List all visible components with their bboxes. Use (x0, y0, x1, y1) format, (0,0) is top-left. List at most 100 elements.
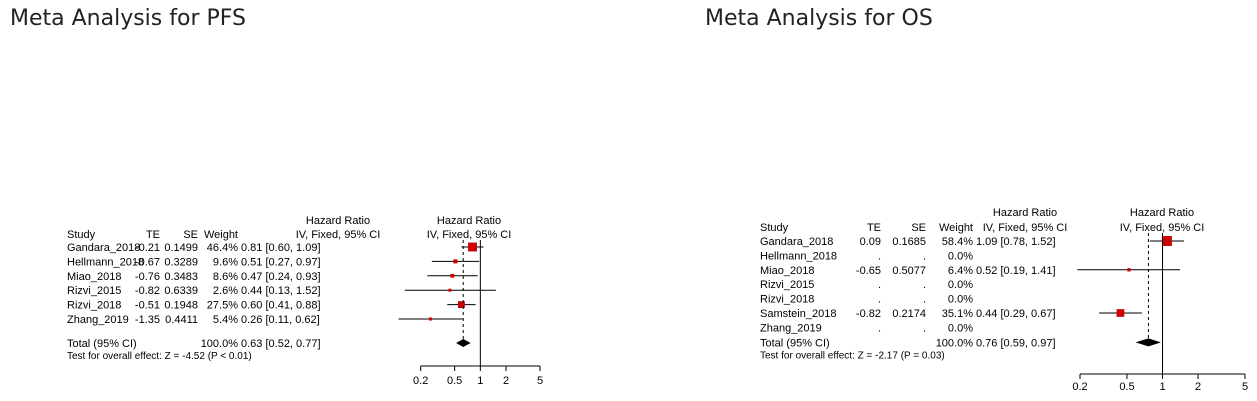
study-te: . (878, 294, 881, 306)
study-weight: 0.0% (948, 250, 973, 262)
study-se: . (923, 250, 926, 262)
overall-effect-test: Test for overall effect: Z = -2.17 (P = … (760, 350, 945, 361)
study-se: . (923, 322, 926, 334)
study-ci: 0.51 [0.27, 0.97] (241, 256, 321, 268)
study-ci: 0.26 [0.11, 0.62] (241, 314, 320, 326)
total-weight: 100.0% (936, 337, 974, 349)
study-name: Hellmann_2018 (67, 256, 144, 268)
ci-header-line2: IV, Fixed, 95% CI (296, 229, 381, 241)
se-header: SE (911, 222, 926, 234)
study-weight: 27.5% (207, 300, 238, 312)
total-ci: 0.63 [0.52, 0.77] (241, 338, 321, 350)
ci-header-line1: Hazard Ratio (306, 215, 370, 227)
weight-box (453, 259, 458, 264)
study-te: -0.21 (135, 242, 160, 254)
study-ci: 0.47 [0.24, 0.93] (241, 271, 321, 283)
weight-box (1116, 309, 1125, 317)
study-weight: 0.0% (948, 279, 973, 291)
study-ci: 0.81 [0.60, 1.09] (241, 242, 321, 254)
pfs-title: Meta Analysis for PFS (10, 6, 246, 31)
x-tick-label: 1 (1159, 381, 1165, 393)
study-name: Rizvi_2018 (67, 300, 121, 312)
overall-effect-test: Test for overall effect: Z = -4.52 (P < … (67, 351, 252, 362)
study-name: Zhang_2019 (67, 314, 129, 326)
x-tick-label: 5 (1242, 381, 1248, 393)
study-ci: 0.44 [0.29, 0.67] (976, 308, 1056, 320)
study-se: 0.1948 (164, 300, 198, 312)
study-name: Gandara_2018 (760, 236, 833, 248)
weight-header: Weight (939, 222, 973, 234)
x-tick-label: 5 (537, 375, 543, 387)
study-name: Samstein_2018 (760, 308, 836, 320)
total-label: Total (95% CI) (760, 337, 830, 349)
study-te: 0.09 (860, 236, 881, 248)
plot-header-line1: Hazard Ratio (437, 215, 501, 227)
os-forest-plot: Hazard Ratio Hazard Ratio Study TE SE Weight I… (760, 207, 1248, 393)
study-weight: 2.6% (213, 285, 238, 297)
study-name: Miao_2018 (760, 265, 814, 277)
weight-box (1161, 236, 1172, 246)
weight-box (450, 273, 455, 278)
study-name: Gandara_2018 (67, 242, 140, 254)
study-se: 0.6339 (164, 285, 198, 297)
study-se: 0.2174 (892, 308, 926, 320)
total-weight: 100.0% (201, 338, 239, 350)
study-header: Study (760, 222, 789, 234)
x-tick-label: 0.2 (413, 375, 428, 387)
study-name: Zhang_2019 (760, 322, 822, 334)
study-weight: 6.4% (948, 265, 973, 277)
study-ci: 0.44 [0.13, 1.52] (241, 285, 321, 297)
x-tick-label: 1 (477, 375, 483, 387)
study-weight: 0.0% (948, 294, 973, 306)
study-se: 0.4411 (165, 314, 198, 326)
study-weight: 35.1% (942, 308, 973, 320)
study-te: -0.82 (856, 308, 881, 320)
study-name: Miao_2018 (67, 271, 121, 283)
study-se: . (923, 279, 926, 291)
study-te: -0.67 (135, 256, 160, 268)
weight-box (458, 301, 465, 309)
study-weight: 8.6% (213, 271, 238, 283)
study-se: . (923, 294, 926, 306)
study-name: Rizvi_2015 (760, 279, 814, 291)
ci-header-line1: Hazard Ratio (993, 207, 1057, 219)
study-te: . (878, 250, 881, 262)
study-te: . (878, 322, 881, 334)
weight-box (428, 317, 432, 321)
os-title: Meta Analysis for OS (705, 6, 933, 31)
te-header: TE (867, 222, 881, 234)
study-weight: 58.4% (942, 236, 973, 248)
plot-header-line2: IV, Fixed, 95% CI (427, 229, 512, 241)
summary-diamond (1135, 338, 1161, 347)
study-name: Rizvi_2018 (760, 294, 814, 306)
ci-header-line2: IV, Fixed, 95% CI (983, 222, 1068, 234)
plot-header-line2: IV, Fixed, 95% CI (1120, 222, 1205, 234)
plot-header-line1: Hazard Ratio (1130, 207, 1194, 219)
weight-box (1127, 268, 1131, 272)
x-tick-label: 2 (1195, 381, 1201, 393)
total-ci: 0.76 [0.59, 0.97] (976, 337, 1056, 349)
weight-box (448, 288, 452, 292)
weight-box (468, 242, 477, 252)
study-se: 0.1499 (164, 242, 198, 254)
study-te: -0.65 (856, 265, 881, 277)
pfs-panel: Meta Analysis for PFS Hazard Ratio Hazard… (10, 0, 630, 401)
se-header: SE (183, 229, 198, 241)
x-tick-label: 0.2 (1072, 381, 1087, 393)
total-label: Total (95% CI) (67, 338, 137, 350)
study-header: Study (67, 229, 96, 241)
study-name: Rizvi_2015 (67, 285, 121, 297)
study-weight: 5.4% (213, 314, 238, 326)
study-se: 0.3289 (164, 256, 198, 268)
weight-header: Weight (204, 229, 238, 241)
te-header: TE (146, 229, 160, 241)
os-panel: Meta Analysis for OS Hazard Ratio Hazard … (705, 0, 1257, 401)
study-te: -0.51 (135, 300, 160, 312)
study-weight: 0.0% (948, 322, 973, 334)
study-te: . (878, 279, 881, 291)
study-te: -0.76 (135, 271, 160, 283)
study-se: 0.5077 (892, 265, 926, 277)
x-tick-label: 0.5 (1119, 381, 1134, 393)
study-weight: 46.4% (207, 242, 238, 254)
study-se: 0.3483 (164, 271, 198, 283)
